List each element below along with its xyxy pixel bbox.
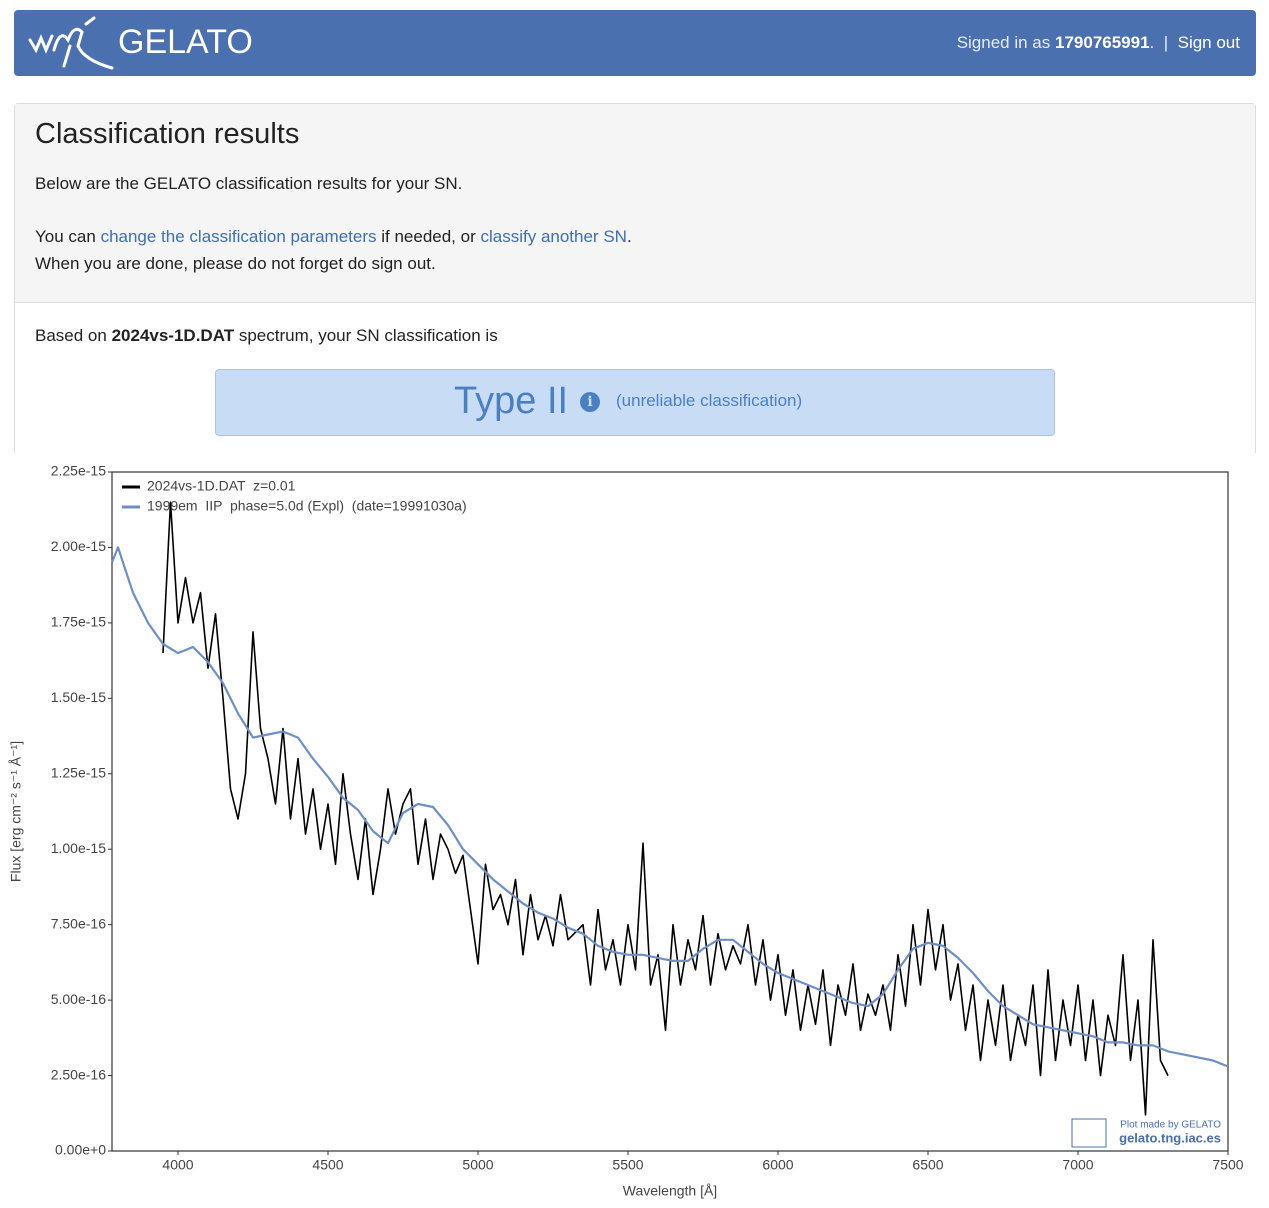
separator: | — [1163, 33, 1169, 52]
user-suffix: . — [1149, 33, 1155, 52]
y-axis-label: Flux [erg cm⁻² s⁻¹ Å⁻¹] — [8, 741, 24, 882]
signed-prefix: Signed in as — [956, 33, 1051, 52]
text: Based on — [35, 326, 107, 345]
y-tick-label: 1.50e-15 — [51, 689, 106, 705]
x-tick-label: 5000 — [462, 1157, 493, 1173]
panel-title: Classification results — [35, 118, 300, 150]
text: . — [626, 227, 632, 246]
logo — [28, 16, 114, 70]
y-tick-label: 1.00e-15 — [51, 840, 106, 856]
results-panel: Classification results Below are the GEL… — [14, 103, 1256, 453]
user-id: 1790765991 — [1055, 33, 1150, 52]
x-tick-label: 7500 — [1212, 1157, 1243, 1173]
watermark-logo — [1071, 1118, 1107, 1148]
plot-area — [111, 471, 1229, 1152]
x-tick-label: 6500 — [912, 1157, 943, 1173]
spectrum-line — [110, 546, 1229, 1068]
legend-label: 2024vs-1D.DAT z=0.01 — [147, 478, 296, 494]
watermark: Plot made by GELATO — [1120, 1120, 1221, 1131]
result-type: Type II — [454, 380, 569, 422]
result-box: Type II i (unreliable classification) — [215, 369, 1055, 436]
another-link[interactable]: classify another SN — [480, 227, 627, 246]
x-tick-label: 6000 — [762, 1157, 793, 1173]
y-tick-label: 2.00e-15 — [51, 538, 106, 554]
y-tick-label: 0.00e+0 — [55, 1142, 106, 1158]
text: spectrum, your SN classification is — [238, 326, 498, 345]
signed-in: Signed in as 1790765991. | Sign out — [957, 33, 1240, 53]
brand[interactable]: GELATO — [118, 23, 253, 61]
watermark: gelato.tng.iac.es — [1119, 1130, 1221, 1145]
top-bar: GELATO Signed in as 1790765991. | Sign o… — [14, 10, 1256, 76]
result-note: (unreliable classification) — [616, 391, 803, 410]
based-on-text: Based on 2024vs-1D.DAT spectrum, your SN… — [35, 326, 498, 346]
panel-heading: Classification results Below are the GEL… — [15, 104, 1255, 303]
y-tick-label: 2.50e-16 — [51, 1066, 106, 1082]
y-tick-label: 2.25e-15 — [51, 463, 106, 479]
y-tick-label: 1.25e-15 — [51, 764, 106, 780]
y-tick-label: 1.75e-15 — [51, 614, 106, 630]
text: if needed, or — [381, 227, 476, 246]
y-tick-label: 5.00e-16 — [51, 991, 106, 1007]
reminder-text: When you are done, please do not forget … — [35, 254, 436, 273]
x-axis-label: Wavelength [Å] — [623, 1183, 717, 1199]
info-icon[interactable]: i — [580, 392, 600, 412]
intro-text: Below are the GELATO classification resu… — [35, 174, 463, 193]
y-tick-label: 7.50e-16 — [51, 915, 106, 931]
x-tick-label: 5500 — [612, 1157, 643, 1173]
x-tick-label: 7000 — [1062, 1157, 1093, 1173]
x-tick-label: 4500 — [312, 1157, 343, 1173]
spectrum-chart: Plot made by GELATO gelato.tng.iac.es 0.… — [8, 463, 1244, 1199]
legend-label: 1999em IIP phase=5.0d (Expl) (date=19991… — [147, 498, 467, 514]
sign-out-link[interactable]: Sign out — [1177, 33, 1240, 52]
options-text: You can change the classification parame… — [35, 227, 632, 247]
file-name: 2024vs-1D.DAT — [111, 326, 235, 345]
text: You can — [35, 227, 96, 246]
spectrum-line — [162, 501, 1169, 1116]
x-tick-label: 4000 — [162, 1157, 193, 1173]
params-link[interactable]: change the classification parameters — [100, 227, 377, 246]
